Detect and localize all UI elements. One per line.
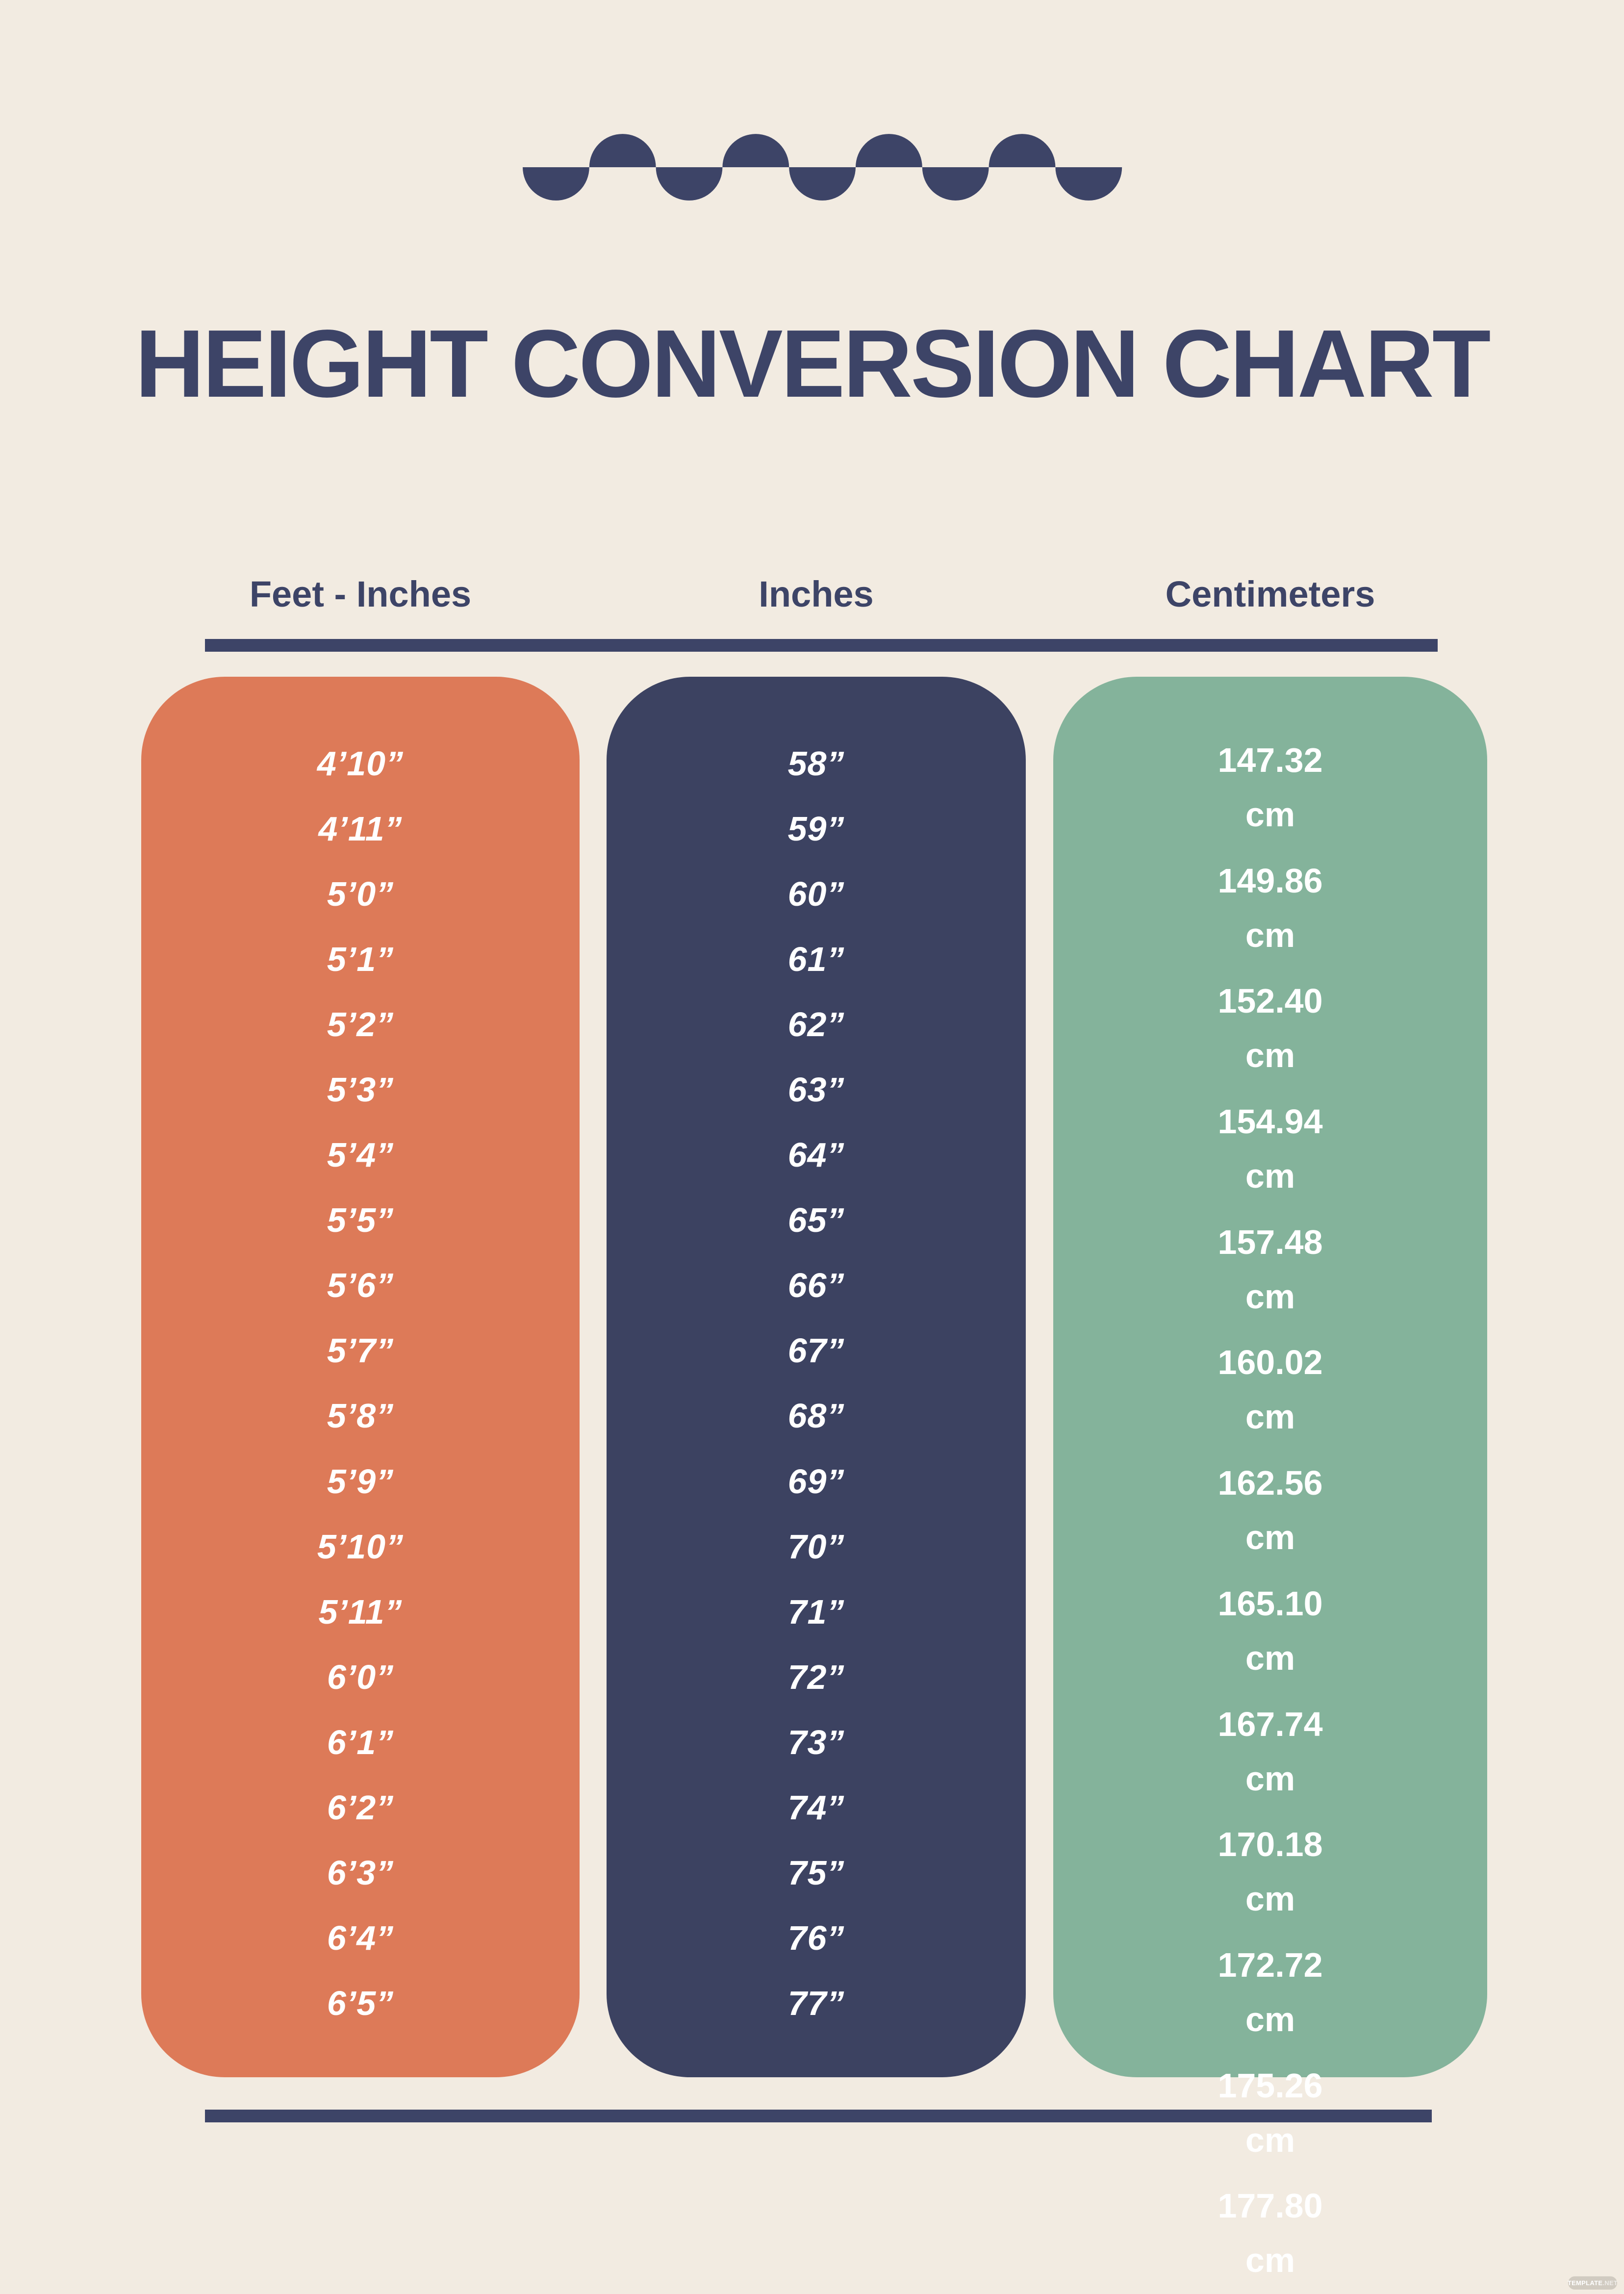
table-row: 68” <box>787 1397 845 1435</box>
cm-value: 154.94 <box>1218 1102 1323 1141</box>
table-row: 5’7” <box>327 1331 394 1370</box>
table-row: 6’5” <box>327 1984 394 2023</box>
cm-value: 157.48 <box>1218 1223 1323 1261</box>
cm-value: 177.80 <box>1218 2187 1323 2225</box>
cm-unit-label: cm <box>1245 2120 1295 2159</box>
table-row: 70” <box>787 1527 845 1566</box>
table-row: 162.56 cm <box>1053 1465 1487 1585</box>
cm-unit-label: cm <box>1245 795 1295 834</box>
table-row: 5’8” <box>327 1397 394 1435</box>
cm-unit-label: cm <box>1245 1277 1295 1316</box>
column-header-feet-inches: Feet - Inches <box>249 574 472 614</box>
table-row: 60” <box>787 874 845 913</box>
cm-value: 170.18 <box>1218 1825 1323 1864</box>
table-row: 6’0” <box>327 1657 394 1696</box>
cm-unit-label: cm <box>1245 916 1295 954</box>
cm-value: 165.10 <box>1218 1584 1323 1623</box>
feet-inches-value-list: 4’10” 4’11” 5’0” 5’1” 5’2” 5’3” 5’4” 5’5” 5’6” 5’… <box>141 731 580 2036</box>
table-row: 71” <box>787 1592 845 1631</box>
table-row: 4’11” <box>318 809 403 848</box>
table-row: 6’4” <box>327 1919 394 1958</box>
table-row: 5’3” <box>327 1071 394 1109</box>
table-row: 5’1” <box>327 940 394 978</box>
cm-unit-label: cm <box>1245 2000 1295 2039</box>
table-row: 165.10 cm <box>1053 1585 1487 1706</box>
table-row: 5’6” <box>327 1266 394 1305</box>
cm-unit-label: cm <box>1245 2241 1295 2280</box>
table-row: 75” <box>787 1854 845 1892</box>
table-row: 72” <box>787 1657 845 1696</box>
cm-value: 152.40 <box>1218 982 1323 1020</box>
table-row: 167.74 cm <box>1053 1706 1487 1827</box>
table-row: 5’11” <box>318 1592 403 1631</box>
table-row: 149.86 cm <box>1053 861 1487 983</box>
watermark-brand: TEMPLATE <box>1567 2279 1603 2287</box>
centimeters-column-background <box>1053 677 1487 2077</box>
inches-value-list: 58” 59” 60” 61” 62” 63” 64” 65” 66” 67” 68” 69” 70” 7… <box>607 731 1026 2036</box>
cm-value: 167.74 <box>1218 1705 1323 1743</box>
cm-value: 147.32 <box>1218 741 1323 779</box>
column-header-inches: Inches <box>759 574 874 614</box>
inches-column-background <box>607 677 1026 2077</box>
table-row: 63” <box>787 1071 845 1109</box>
table-row: 154.94 cm <box>1053 1103 1487 1224</box>
cm-unit-label: cm <box>1245 1036 1295 1075</box>
cm-value: 175.26 <box>1218 2066 1323 2105</box>
cm-unit-label: cm <box>1245 1398 1295 1436</box>
table-row: 64” <box>787 1136 845 1174</box>
header-divider-line <box>205 639 1438 652</box>
footer-divider-line <box>205 2110 1432 2122</box>
table-row: 5’10” <box>317 1527 404 1566</box>
table-row: 160.02 cm <box>1053 1344 1487 1465</box>
table-row: 77” <box>787 1984 845 2023</box>
table-row: 152.40 cm <box>1053 983 1487 1103</box>
table-row: 76” <box>787 1919 845 1958</box>
cm-value: 160.02 <box>1218 1343 1323 1382</box>
cm-value: 172.72 <box>1218 1945 1323 1984</box>
cm-value: 149.86 <box>1218 861 1323 900</box>
table-row: 5’9” <box>327 1462 394 1501</box>
table-row: 65” <box>787 1201 845 1240</box>
table-row: 172.72 cm <box>1053 1945 1487 2067</box>
page-title: HEIGHT CONVERSION CHART <box>135 310 1491 417</box>
table-row: 5’5” <box>327 1201 394 1240</box>
wave-decoration-icon <box>523 134 1122 201</box>
column-header-centimeters: Centimeters <box>1165 574 1375 614</box>
cm-value: 162.56 <box>1218 1464 1323 1503</box>
cm-unit-label: cm <box>1245 1759 1295 1798</box>
table-row: 58” <box>787 744 845 783</box>
table-row: 66” <box>787 1266 845 1305</box>
table-row: 5’4” <box>327 1136 394 1174</box>
table-row: 62” <box>787 1005 845 1044</box>
table-row: 6’3” <box>327 1854 394 1892</box>
table-row: 170.18 cm <box>1053 1826 1487 1947</box>
table-row: 6’2” <box>327 1788 394 1827</box>
cm-unit-label: cm <box>1245 1518 1295 1557</box>
cm-unit-label: cm <box>1245 1638 1295 1677</box>
table-row: 5’0” <box>327 874 394 913</box>
table-row: 157.48 cm <box>1053 1223 1487 1345</box>
table-row: 61” <box>787 940 845 978</box>
table-row: 59” <box>787 809 845 848</box>
table-row: 67” <box>787 1331 845 1370</box>
watermark-badge: TEMPLATE .NET <box>1567 2276 1618 2290</box>
table-row: 74” <box>787 1788 845 1827</box>
table-row: 6’1” <box>327 1723 394 1761</box>
watermark-suffix: .NET <box>1602 2279 1618 2287</box>
cm-unit-label: cm <box>1245 1880 1295 1918</box>
centimeters-value-list: 147.32 cm 149.86 cm 152.40 cm 154.94 cm 157.48 cm… <box>1053 742 1487 2294</box>
feet-inches-column-background <box>141 677 580 2077</box>
table-row: 5’2” <box>327 1005 394 1044</box>
table-row: 69” <box>787 1462 845 1501</box>
table-row: 4’10” <box>317 744 404 783</box>
table-row: 177.80 cm <box>1053 2188 1487 2294</box>
table-row: 73” <box>787 1723 845 1761</box>
table-row: 147.32 cm <box>1053 742 1487 863</box>
cm-unit-label: cm <box>1245 1157 1295 1196</box>
table-row: 175.26 cm <box>1053 2067 1487 2188</box>
